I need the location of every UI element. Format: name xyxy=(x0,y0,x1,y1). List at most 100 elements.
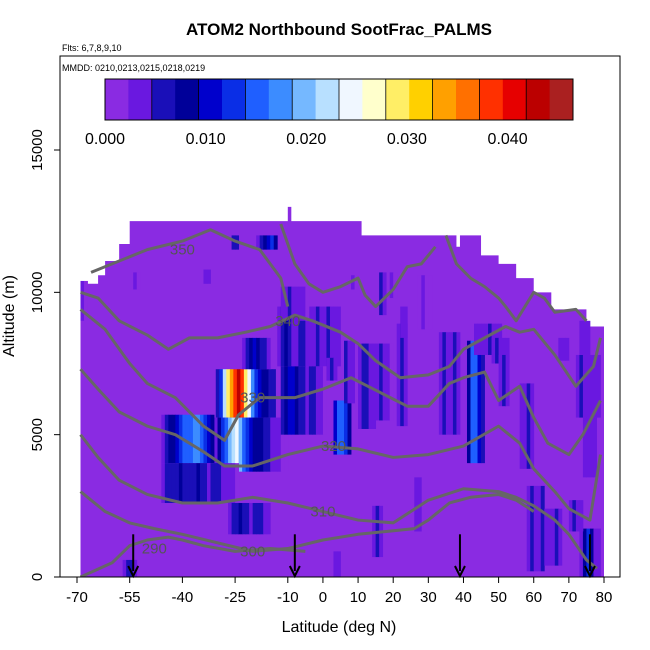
x-tick-label: -70 xyxy=(66,589,88,606)
heatmap-cell xyxy=(361,343,366,429)
heatmap-cell xyxy=(582,354,587,418)
heatmap-cell xyxy=(247,369,252,418)
contour-line xyxy=(79,308,602,457)
heatmap-cell xyxy=(582,417,587,478)
contour-line xyxy=(79,368,602,522)
heatmap-cell xyxy=(129,559,134,577)
heatmap-cell xyxy=(498,354,503,407)
x-tick-label: -25 xyxy=(224,589,246,606)
contour-label: 330 xyxy=(240,390,265,407)
colorbar-swatch xyxy=(198,79,223,120)
heatmap-cell xyxy=(287,286,292,321)
colorbar-swatch xyxy=(105,79,129,120)
heatmap-cell xyxy=(298,286,303,321)
heatmap-cell xyxy=(196,463,201,503)
contour-label: 290 xyxy=(142,541,167,558)
heatmap-cell xyxy=(259,502,264,535)
heatmap-cell xyxy=(252,417,257,472)
heatmap-cell xyxy=(319,306,324,367)
heatmap-cell xyxy=(263,235,268,250)
colorbar-swatch xyxy=(222,79,246,120)
heatmap-cell xyxy=(250,369,255,418)
heatmap-cell xyxy=(551,508,556,566)
heatmap-cell xyxy=(312,306,317,367)
heatmap-cell xyxy=(231,502,236,535)
heatmap-cell xyxy=(372,343,377,429)
heatmap-cell xyxy=(266,502,271,535)
heatmap-cell xyxy=(308,366,313,435)
colorbar-swatch xyxy=(432,79,457,120)
heatmap-cell xyxy=(231,417,236,472)
heatmap-cell xyxy=(484,323,489,355)
heatmap-cell xyxy=(537,485,542,572)
x-axis-label: Latitude (deg N) xyxy=(282,619,397,636)
heatmap-cell xyxy=(582,320,587,355)
heatmap-cell xyxy=(164,414,169,464)
heatmap-cell xyxy=(263,337,268,370)
heatmap-cell xyxy=(326,306,331,367)
heatmap-cell xyxy=(222,369,227,418)
contour-label: 320 xyxy=(321,438,346,455)
heatmap-cell xyxy=(270,235,275,250)
heatmap-cell xyxy=(259,337,264,370)
heatmap-cell xyxy=(238,502,243,535)
flight-arrowhead xyxy=(454,565,466,579)
heatmap-cell xyxy=(242,337,247,370)
heatmap-cell xyxy=(228,502,232,535)
heatmap-cell xyxy=(235,417,240,472)
heatmap-cell xyxy=(400,323,405,427)
heatmap-cell xyxy=(474,323,478,355)
heatmap-cell xyxy=(526,485,531,572)
heatmap-cell xyxy=(417,275,422,330)
colorbar-swatch xyxy=(479,79,504,120)
heatmap-cell xyxy=(291,286,296,321)
x-tick-label: 20 xyxy=(385,589,402,606)
heatmap-cell xyxy=(375,343,380,421)
contour-label: 340 xyxy=(275,313,300,330)
heatmap-cell xyxy=(261,369,266,418)
heatmap-cell xyxy=(257,369,262,418)
heatmap-cell xyxy=(189,463,194,503)
contour-label: 350 xyxy=(170,242,195,259)
heatmap-cell xyxy=(579,320,584,355)
y-tick-label: 5000 xyxy=(29,418,46,451)
heatmap-cell xyxy=(192,414,197,464)
heatmap-cell xyxy=(263,417,268,472)
heatmap-cell xyxy=(256,337,261,370)
x-tick-label: 50 xyxy=(490,589,507,606)
heatmap-cell xyxy=(268,369,273,418)
heatmap-cell xyxy=(319,366,324,435)
heatmap-cell xyxy=(203,414,208,464)
y-tick-label: 0 xyxy=(29,573,46,581)
heatmap-cell xyxy=(474,340,478,464)
y-axis-label: Altitude (m) xyxy=(1,275,18,357)
heatmap-cell xyxy=(389,343,394,421)
heatmap-cell xyxy=(565,337,570,361)
heatmap-cell xyxy=(189,414,194,464)
colorbar-tick-label: 0.020 xyxy=(286,131,326,148)
heatmap-cell xyxy=(217,417,222,472)
colorbar-swatch xyxy=(245,79,270,120)
heatmap-cell xyxy=(214,417,218,472)
colorbar xyxy=(104,78,574,121)
contour-line xyxy=(79,433,598,570)
colorbar-swatch xyxy=(339,79,363,120)
heatmap-cell xyxy=(322,366,327,435)
heatmap-cell xyxy=(456,332,461,435)
heatmap-cell xyxy=(530,485,535,572)
heatmap-cell xyxy=(344,340,348,404)
heatmap-cell xyxy=(277,306,282,367)
heatmap-cell xyxy=(403,306,408,338)
heatmap-cell xyxy=(505,354,510,407)
heatmap-cell xyxy=(122,559,127,577)
heatmap-cell xyxy=(586,320,591,355)
x-tick-label: 30 xyxy=(420,589,437,606)
heatmap-cell xyxy=(221,417,225,472)
heatmap-cell xyxy=(178,463,183,503)
contour-line xyxy=(80,290,602,388)
heatmap-cell xyxy=(168,414,173,464)
heatmap-cell xyxy=(280,417,285,472)
heatmap-cell xyxy=(389,272,394,299)
heatmap-cell xyxy=(206,269,211,284)
